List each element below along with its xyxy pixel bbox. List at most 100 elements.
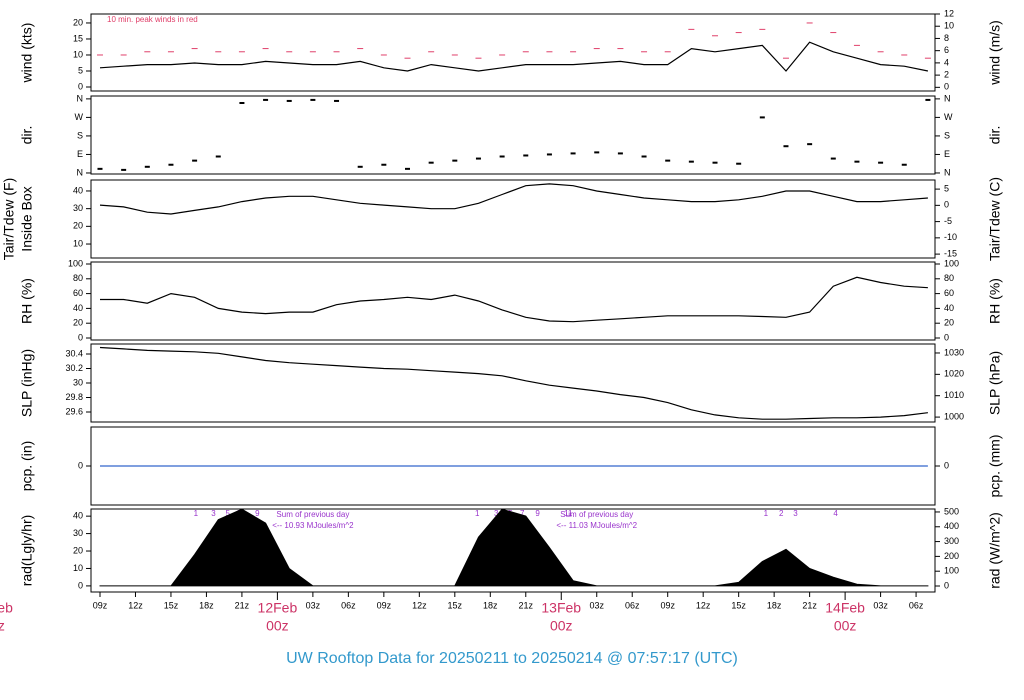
dir-point xyxy=(854,160,860,163)
y-tick-label: 10 xyxy=(73,563,83,573)
dir-point xyxy=(759,116,765,119)
y-tick-label: 30.2 xyxy=(65,363,83,373)
y-tick-label: 0 xyxy=(78,460,83,470)
y2-tick-label: 80 xyxy=(944,273,954,283)
y-tick-label: 0 xyxy=(78,580,83,590)
dir-point xyxy=(475,157,481,160)
y2-axis-label: pcp. (mm) xyxy=(987,435,1003,498)
dir-point xyxy=(452,159,458,162)
x-tick-label: 21z xyxy=(235,600,250,610)
peak-dash xyxy=(309,51,316,53)
y2-tick-label: E xyxy=(944,149,950,159)
y2-tick-label: 6 xyxy=(944,45,949,55)
y2-axis-label: wind (m/s) xyxy=(987,20,1003,86)
annotation: 4 xyxy=(833,509,838,518)
x-tick-label: 15z xyxy=(164,600,179,610)
y2-tick-label: -15 xyxy=(944,248,957,258)
x-tick-label: 03z xyxy=(306,600,321,610)
annotation: 7 xyxy=(520,509,525,518)
y-tick-label: 29.6 xyxy=(65,406,83,416)
y2-tick-label: 0 xyxy=(944,332,949,342)
y-tick-label: 30.4 xyxy=(65,348,83,358)
x-tick-label: 15z xyxy=(448,600,463,610)
peak-dash xyxy=(806,22,813,24)
y-axis-label: SLP (inHg) xyxy=(19,349,35,417)
y2-axis-label: dir. xyxy=(987,126,1003,145)
dir-point xyxy=(192,159,198,162)
y-axis-label: dir. xyxy=(19,126,35,145)
y2-tick-label: 12 xyxy=(944,8,954,18)
series-line xyxy=(99,183,928,215)
panel-frame xyxy=(90,508,936,593)
y2-tick-label: 1010 xyxy=(944,390,964,400)
y2-tick-label: 60 xyxy=(944,288,954,298)
y-tick-label: 29.8 xyxy=(65,392,83,402)
peak-dash xyxy=(735,32,742,34)
y-tick-label: 0 xyxy=(78,81,83,91)
dir-point xyxy=(570,152,576,155)
y2-tick-label: 500 xyxy=(944,506,959,516)
peak-dash xyxy=(664,51,671,53)
annotation: 1 xyxy=(764,509,769,518)
x-tick-label: 21z xyxy=(802,600,817,610)
dir-point xyxy=(736,162,742,165)
dir-point xyxy=(357,165,363,168)
dir-point xyxy=(168,163,174,166)
x-tick-label: 18z xyxy=(483,600,498,610)
dir-point xyxy=(239,101,245,104)
dir-point xyxy=(499,155,505,158)
dir-point xyxy=(617,152,623,155)
dir-point xyxy=(641,155,647,158)
dir-point xyxy=(783,145,789,148)
peak-dash xyxy=(924,57,931,59)
y2-tick-label: 100 xyxy=(944,258,959,268)
y2-tick-label: 0 xyxy=(944,460,949,470)
dir-point xyxy=(830,157,836,160)
peak-dash xyxy=(404,57,411,59)
dir-point xyxy=(310,98,316,101)
y-tick-label: 30 xyxy=(73,528,83,538)
y2-tick-label: 400 xyxy=(944,521,959,531)
annotation: 11 xyxy=(564,509,573,518)
peak-dash xyxy=(712,35,719,37)
peak-dash xyxy=(617,48,624,50)
x-tick-label: 06z xyxy=(625,600,640,610)
peak-dash xyxy=(853,44,860,46)
y-tick-label: 15 xyxy=(73,33,83,43)
y2-tick-label: -10 xyxy=(944,232,957,242)
x-day-hour-label: 00z xyxy=(834,618,857,634)
x-tick-label: 15z xyxy=(731,600,746,610)
x-tick-label: 03z xyxy=(589,600,604,610)
x-tick-label: 09z xyxy=(93,600,108,610)
y2-tick-label: 300 xyxy=(944,536,959,546)
y-axis-label: wind (kts) xyxy=(19,23,35,84)
dir-point xyxy=(334,99,340,102)
peak-dash xyxy=(120,54,127,56)
dir-point xyxy=(286,99,292,102)
y2-tick-label: N xyxy=(944,167,951,177)
y2-tick-label: 0 xyxy=(944,200,949,210)
peak-dash xyxy=(641,51,648,53)
peak-dash xyxy=(830,32,837,34)
y-axis-label: Tair/Tdew (F) xyxy=(1,178,17,260)
y2-axis-label: Tair/Tdew (C) xyxy=(987,177,1003,261)
y2-tick-label: 4 xyxy=(944,57,949,67)
annotation: 2 xyxy=(779,509,784,518)
panel-frame xyxy=(90,95,936,175)
panel-frame xyxy=(90,261,936,341)
dir-point xyxy=(546,153,552,156)
series-line xyxy=(99,41,929,72)
dir-point xyxy=(121,168,127,171)
dir-point xyxy=(901,163,907,166)
y-tick-label: N xyxy=(77,167,84,177)
x-tick-label: 18z xyxy=(767,600,782,610)
series-area xyxy=(99,508,929,587)
y-axis-label: rad(Lgly/hr) xyxy=(19,515,35,587)
y-tick-label: 40 xyxy=(73,511,83,521)
y2-tick-label: -5 xyxy=(944,216,952,226)
y-tick-label: 30 xyxy=(73,377,83,387)
peak-dash xyxy=(877,51,884,53)
peak-dash xyxy=(428,51,435,53)
y-tick-label: E xyxy=(77,149,83,159)
y-tick-label: 20 xyxy=(73,318,83,328)
